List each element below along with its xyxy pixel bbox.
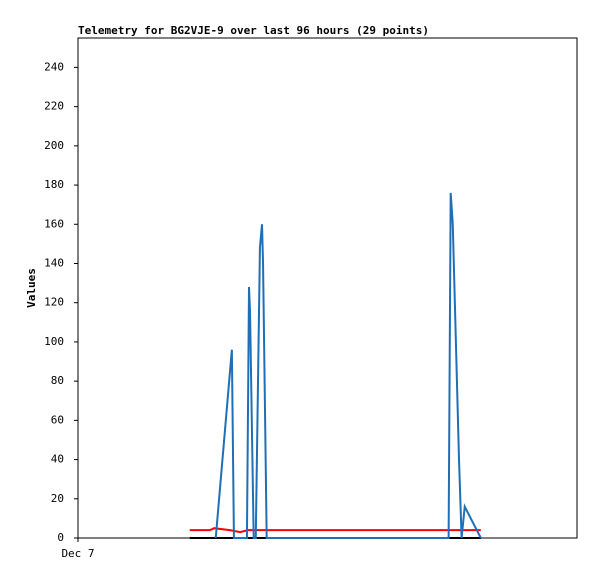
series-line <box>214 192 482 539</box>
y-tick-label: 200 <box>44 139 64 152</box>
y-axis-label: Values <box>25 268 38 308</box>
y-tick-label: 220 <box>44 100 64 113</box>
y-tick-label: 40 <box>51 453 64 466</box>
y-tick-label: 160 <box>44 217 64 230</box>
chart-title: Telemetry for BG2VJE-9 over last 96 hour… <box>78 24 429 37</box>
y-tick-label: 20 <box>51 492 64 505</box>
y-tick-label: 0 <box>57 531 64 544</box>
x-tick-label: Dec 7 <box>61 547 94 560</box>
y-tick-label: 140 <box>44 256 64 269</box>
y-tick-label: 100 <box>44 335 64 348</box>
y-tick-label: 120 <box>44 296 64 309</box>
y-tick-label: 60 <box>51 413 64 426</box>
y-tick-label: 80 <box>51 374 64 387</box>
y-tick-label: 180 <box>44 178 64 191</box>
y-tick-label: 240 <box>44 60 64 73</box>
